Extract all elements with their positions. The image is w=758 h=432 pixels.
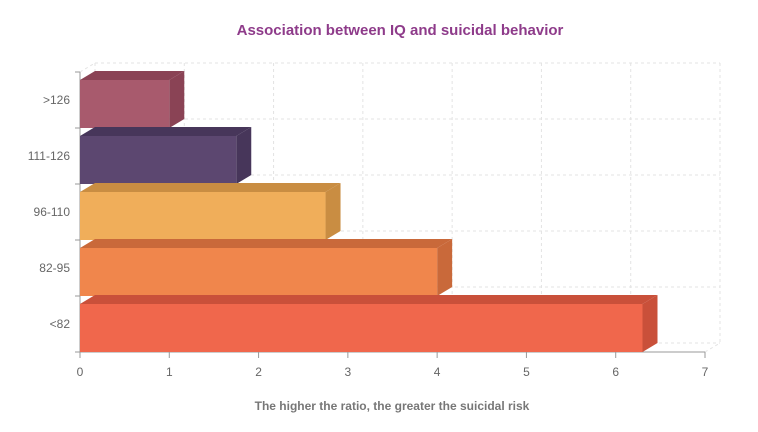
bar-front-face xyxy=(80,248,438,296)
bar-front-face xyxy=(80,136,237,184)
y-tick-label: 111-126 xyxy=(28,149,71,163)
x-tick-label: 0 xyxy=(77,365,84,379)
bar[interactable] xyxy=(80,71,185,128)
bar-top-face xyxy=(80,183,341,192)
bar-side-face xyxy=(642,295,658,352)
y-tick-label: 96-110 xyxy=(34,205,71,219)
x-axis-title: The higher the ratio, the greater the su… xyxy=(255,399,530,413)
x-tick-label: 5 xyxy=(523,365,530,379)
bar-top-face xyxy=(80,127,252,136)
y-tick-label: <82 xyxy=(50,317,71,331)
bar-front-face xyxy=(80,304,643,352)
y-tick-label: 82-95 xyxy=(39,261,70,275)
x-tick-label: 4 xyxy=(434,365,441,379)
bar[interactable] xyxy=(80,295,658,352)
x-tick-label: 2 xyxy=(255,365,262,379)
bar-side-face xyxy=(236,127,252,184)
floor-gridline xyxy=(704,342,721,353)
bar[interactable] xyxy=(80,239,453,296)
bar-top-face xyxy=(80,295,658,304)
y-axis-labels: >126 111-126 96-110 82-95 <82 xyxy=(28,93,71,331)
bars xyxy=(80,71,658,352)
bar[interactable] xyxy=(80,127,252,184)
y-tick-label: >126 xyxy=(43,93,70,107)
chart-title: Association between IQ and suicidal beha… xyxy=(236,22,564,39)
x-tick-label: 6 xyxy=(612,365,619,379)
wall-gridline xyxy=(79,62,96,73)
bar-side-face xyxy=(437,239,453,296)
x-tick-label: 3 xyxy=(345,365,352,379)
bar-top-face xyxy=(80,239,453,248)
bar[interactable] xyxy=(80,183,341,240)
x-tick-label: 1 xyxy=(166,365,173,379)
x-axis-labels: 0 1 2 3 4 5 6 7 xyxy=(77,365,709,379)
bar-top-face xyxy=(80,71,185,80)
bar-front-face xyxy=(80,192,326,240)
x-tick-label: 7 xyxy=(702,365,709,379)
bar-side-face xyxy=(325,183,341,240)
bar-side-face xyxy=(169,71,185,128)
bar-front-face xyxy=(80,80,170,128)
